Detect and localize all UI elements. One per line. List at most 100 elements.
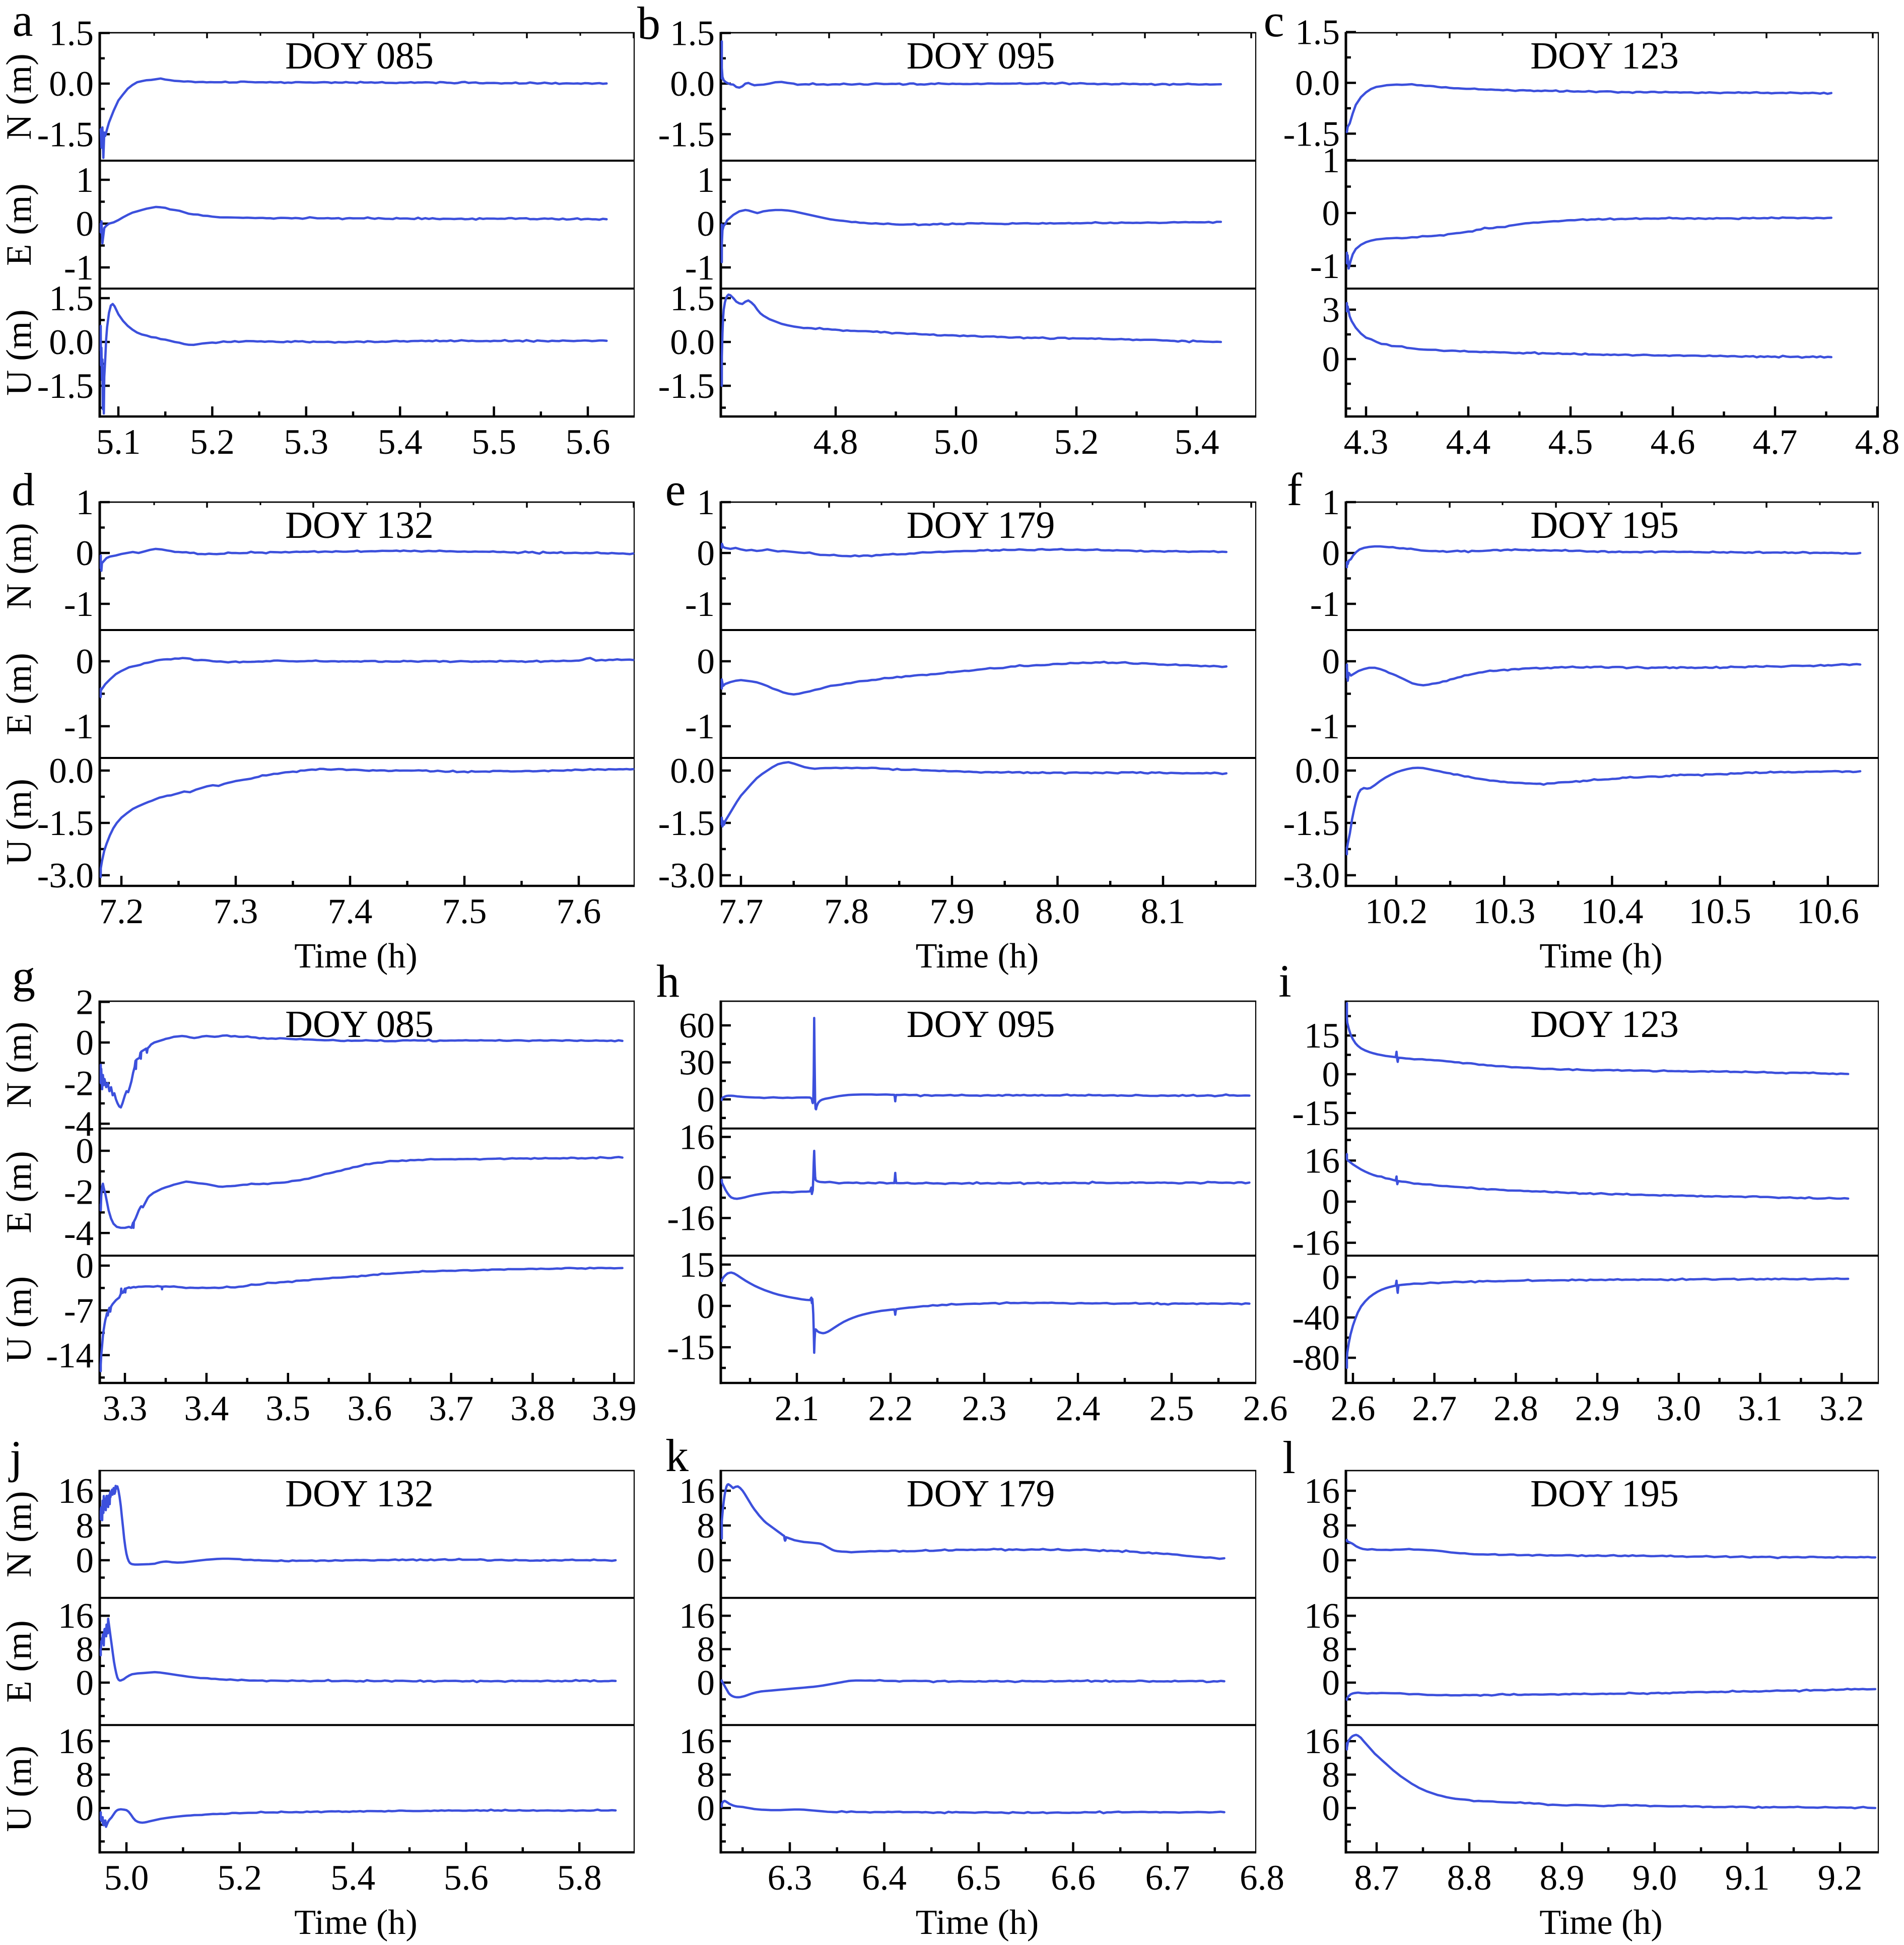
svg-text:0: 0 (1322, 1789, 1340, 1828)
svg-text:16: 16 (58, 1472, 94, 1511)
svg-text:5.6: 5.6 (444, 1858, 489, 1898)
svg-text:-1: -1 (685, 248, 715, 288)
svg-text:0: 0 (76, 1023, 94, 1063)
svg-text:5.3: 5.3 (284, 423, 328, 462)
svg-text:1.5: 1.5 (49, 279, 94, 318)
svg-text:N (m): N (m) (0, 1491, 39, 1578)
svg-text:8: 8 (76, 1756, 94, 1795)
svg-text:U (m): U (m) (0, 779, 39, 865)
svg-text:0: 0 (1322, 1183, 1340, 1222)
svg-text:16: 16 (1304, 1472, 1340, 1511)
svg-text:-1: -1 (64, 585, 94, 624)
svg-text:0: 0 (697, 1287, 715, 1326)
svg-text:0: 0 (1322, 194, 1340, 233)
svg-text:2.2: 2.2 (868, 1389, 913, 1428)
svg-text:1: 1 (1322, 141, 1340, 180)
svg-text:c: c (1264, 0, 1284, 46)
svg-text:4.8: 4.8 (1855, 423, 1900, 462)
svg-text:16: 16 (679, 1118, 715, 1157)
svg-text:16: 16 (1304, 1722, 1340, 1761)
svg-text:7.6: 7.6 (557, 892, 601, 931)
svg-text:30: 30 (679, 1044, 715, 1083)
svg-text:2: 2 (76, 983, 94, 1022)
svg-text:N (m): N (m) (0, 523, 39, 609)
svg-text:-1.5: -1.5 (1283, 114, 1340, 154)
svg-text:2.9: 2.9 (1575, 1389, 1620, 1428)
svg-text:e: e (665, 464, 686, 515)
svg-text:-80: -80 (1292, 1339, 1340, 1378)
svg-text:E (m): E (m) (0, 183, 39, 266)
svg-text:U (m): U (m) (0, 309, 39, 396)
svg-text:-7: -7 (64, 1291, 94, 1331)
svg-text:2.8: 2.8 (1493, 1389, 1538, 1428)
svg-text:6.7: 6.7 (1145, 1858, 1190, 1898)
svg-text:DOY 195: DOY 195 (1530, 1473, 1679, 1515)
svg-text:8.1: 8.1 (1141, 892, 1186, 931)
svg-text:-1: -1 (685, 707, 715, 746)
svg-text:16: 16 (1304, 1596, 1340, 1636)
svg-text:g: g (12, 950, 35, 1002)
svg-text:b: b (637, 0, 660, 49)
svg-text:0.0: 0.0 (49, 64, 94, 104)
svg-text:DOY 085: DOY 085 (285, 35, 434, 77)
svg-text:8: 8 (697, 1506, 715, 1546)
svg-text:Time (h): Time (h) (916, 937, 1039, 976)
svg-text:4.4: 4.4 (1446, 423, 1491, 462)
svg-text:5.6: 5.6 (566, 423, 610, 462)
svg-text:3.6: 3.6 (347, 1389, 392, 1428)
svg-text:0.0: 0.0 (1295, 64, 1340, 103)
svg-text:7.2: 7.2 (99, 892, 144, 931)
svg-text:0: 0 (697, 1789, 715, 1828)
svg-text:DOY 132: DOY 132 (285, 504, 434, 546)
svg-text:Time (h): Time (h) (1539, 1903, 1662, 1942)
svg-text:4.6: 4.6 (1651, 423, 1695, 462)
svg-text:8: 8 (76, 1630, 94, 1670)
svg-text:0: 0 (697, 534, 715, 573)
svg-text:10.5: 10.5 (1688, 892, 1751, 931)
svg-text:-15: -15 (667, 1328, 715, 1367)
svg-text:8.9: 8.9 (1540, 1858, 1585, 1898)
svg-text:2.7: 2.7 (1412, 1389, 1457, 1428)
svg-text:E (m): E (m) (0, 1620, 39, 1703)
svg-text:f: f (1287, 464, 1303, 515)
svg-text:0: 0 (76, 1132, 94, 1171)
svg-text:0: 0 (76, 642, 94, 681)
svg-text:Time (h): Time (h) (294, 937, 417, 976)
svg-text:DOY 095: DOY 095 (907, 35, 1055, 77)
svg-text:0.0: 0.0 (670, 64, 715, 104)
svg-text:0.0: 0.0 (1295, 751, 1340, 791)
svg-text:6.8: 6.8 (1240, 1858, 1284, 1898)
svg-text:N (m): N (m) (0, 1022, 39, 1108)
svg-text:DOY 095: DOY 095 (907, 1003, 1055, 1046)
svg-text:3.8: 3.8 (510, 1389, 555, 1428)
svg-text:7.7: 7.7 (719, 892, 764, 931)
svg-text:8: 8 (76, 1506, 94, 1546)
svg-text:-1: -1 (1310, 707, 1340, 746)
svg-text:-3.0: -3.0 (658, 856, 715, 895)
svg-text:8.7: 8.7 (1354, 1858, 1399, 1898)
svg-text:5.2: 5.2 (1054, 423, 1099, 462)
svg-text:-1.5: -1.5 (1283, 804, 1340, 843)
svg-text:2.4: 2.4 (1056, 1389, 1101, 1428)
svg-text:16: 16 (58, 1596, 94, 1636)
svg-text:-1: -1 (64, 248, 94, 288)
svg-text:1: 1 (697, 161, 715, 200)
svg-text:E (m): E (m) (0, 653, 39, 735)
svg-text:1.5: 1.5 (1295, 13, 1340, 52)
svg-text:-1.5: -1.5 (658, 804, 715, 843)
svg-text:-1.5: -1.5 (37, 115, 94, 155)
svg-text:2.3: 2.3 (962, 1389, 1007, 1428)
svg-text:k: k (665, 1430, 689, 1481)
svg-text:5.4: 5.4 (378, 423, 423, 462)
svg-text:3: 3 (1322, 291, 1340, 330)
svg-text:-15: -15 (1292, 1094, 1340, 1133)
svg-text:0: 0 (697, 1158, 715, 1198)
svg-text:3.1: 3.1 (1738, 1389, 1783, 1428)
svg-text:a: a (13, 0, 33, 46)
svg-text:3.7: 3.7 (429, 1389, 473, 1428)
svg-text:2.1: 2.1 (775, 1389, 820, 1428)
svg-text:4.7: 4.7 (1753, 423, 1798, 462)
svg-text:7.8: 7.8 (824, 892, 869, 931)
svg-text:6.4: 6.4 (862, 1858, 907, 1898)
svg-text:DOY 132: DOY 132 (285, 1473, 434, 1515)
